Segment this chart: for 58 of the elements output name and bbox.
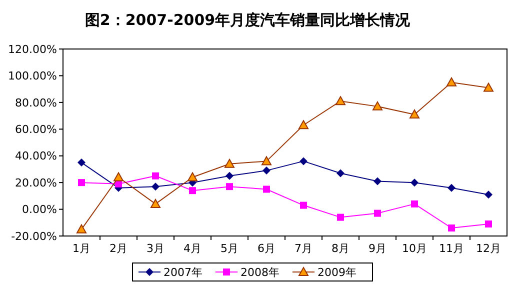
point [484, 82, 494, 92]
x-tick-label: 2月 [110, 242, 128, 255]
x-tick-label: 12月 [476, 242, 501, 255]
y-tick-label: 40.00% [15, 150, 57, 163]
x-tick-label: 10月 [402, 242, 427, 255]
y-tick-label: 100.00% [8, 70, 57, 83]
point [188, 172, 198, 182]
y-tick-label: 60.00% [15, 122, 57, 136]
point [226, 183, 233, 190]
point [189, 187, 196, 194]
point [484, 190, 492, 199]
point [78, 158, 86, 167]
y-tick-label: 80.00% [15, 96, 57, 110]
point [485, 220, 492, 228]
point [336, 96, 346, 106]
point [448, 224, 455, 232]
point [152, 182, 160, 191]
x-tick-label: 9月 [368, 242, 386, 255]
point [262, 156, 272, 166]
x-tick-label: 7月 [294, 242, 312, 255]
point [298, 120, 308, 130]
point [150, 198, 160, 208]
y-tick-label: 0.00% [22, 203, 57, 216]
point [374, 210, 381, 217]
point [372, 101, 382, 110]
x-tick-label: 5月 [220, 242, 238, 255]
point [115, 180, 122, 188]
point [446, 77, 456, 86]
legend-label: 2009年 [318, 266, 356, 279]
point [410, 109, 420, 118]
point [410, 178, 418, 187]
x-tick-label: 8月 [332, 242, 350, 255]
legend-label: 2008年 [240, 266, 280, 279]
x-tick-label: 6月 [258, 242, 276, 255]
x-tick-label: 11月 [439, 242, 464, 255]
point [114, 172, 124, 182]
y-tick-label: -20.00% [11, 230, 57, 243]
y-tick-label: 20.00% [15, 176, 57, 190]
point [78, 179, 85, 186]
point [263, 186, 270, 193]
point [226, 172, 234, 180]
point [300, 202, 307, 209]
point [76, 224, 86, 234]
point [337, 214, 344, 221]
point [411, 200, 418, 208]
y-tick-label: 120.00% [8, 42, 57, 56]
point [448, 184, 456, 192]
chart-title: 图2：2007-2009年月度汽车销量同比增长情况 [84, 11, 412, 29]
x-tick-label: 3月 [146, 242, 164, 255]
point [300, 157, 308, 166]
point [152, 172, 159, 180]
point [224, 158, 234, 168]
point [336, 169, 344, 178]
point [374, 177, 382, 186]
point [262, 166, 270, 175]
x-tick-label: 4月 [184, 242, 202, 255]
legend-label: 2007年 [164, 266, 202, 279]
x-tick-label: 1月 [72, 242, 90, 255]
